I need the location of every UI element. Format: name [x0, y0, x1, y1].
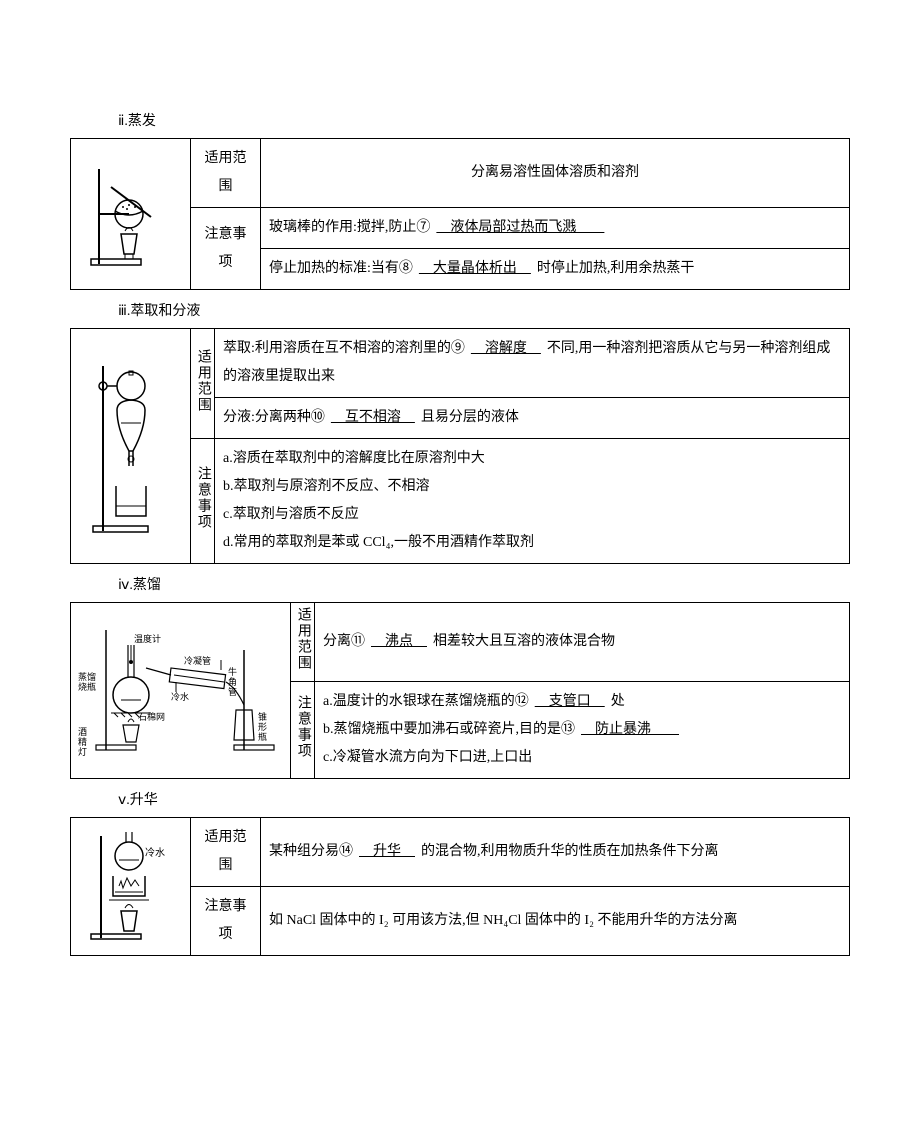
label-erlen: 锥形瓶: [258, 711, 267, 742]
label-cond: 冷凝管: [184, 655, 211, 666]
fill-blank: 大量晶体析出: [413, 261, 537, 276]
note-item: d.常用的萃取剂是苯或 CCl₄,一般不用酒精作萃取剂: [223, 529, 841, 557]
note-text: 玻璃棒的作用:搅拌,防止⑦: [269, 220, 430, 235]
notes-label-vert: 注意事项: [191, 439, 215, 564]
section-title-evaporation: ⅱ.蒸发: [118, 110, 850, 130]
section-title-extraction: ⅲ.萃取和分液: [118, 300, 850, 320]
note-item: a.溶质在萃取剂中的溶解度比在原溶剂中大: [223, 445, 841, 473]
scope-content: 分离⑪ 沸点 相差较大且互溶的液体混合物: [315, 603, 850, 682]
table-evaporation: 适用范围 分离易溶性固体溶质和溶剂 注意事项 玻璃棒的作用:搅拌,防止⑦ 液体局…: [70, 138, 850, 290]
notes-label: 注意事项: [191, 208, 261, 290]
sublimation-icon: 冷水: [81, 826, 181, 946]
section-title-sublimation: ⅴ.升华: [118, 789, 850, 809]
notes-content: a.溶质在萃取剂中的溶解度比在原溶剂中大 b.萃取剂与原溶剂不反应、不相溶 c.…: [215, 439, 850, 564]
scope-content: 某种组分易⑭ 升华 的混合物,利用物质升华的性质在加热条件下分离: [261, 817, 850, 886]
diagram-cell-extraction: [71, 329, 191, 564]
label-net: 石棉网: [138, 711, 165, 722]
fill-blank: 防止暴沸: [575, 722, 685, 737]
note-row: 停止加热的标准:当有⑧ 大量晶体析出 时停止加热,利用余热蒸干: [261, 249, 850, 290]
scope-text: 分液:分离两种⑩: [223, 410, 325, 425]
note-item: b.萃取剂与原溶剂不反应、不相溶: [223, 473, 841, 501]
evaporation-icon: [81, 159, 181, 269]
fill-blank: 液体局部过热而飞溅: [430, 220, 610, 235]
extraction-icon: [81, 351, 181, 541]
fill-blank: 升华: [353, 844, 421, 859]
scope-text: 相差较大且互溶的液体混合物: [433, 634, 615, 649]
note-text: 时停止加热,利用余热蒸干: [537, 261, 695, 276]
note-item: c.冷凝管水流方向为下口进,上口出: [323, 744, 841, 772]
table-distillation: 温度计 蒸馏烧瓶 冷凝管 牛角管 石棉网 酒精灯 冷水 锥形瓶 适用范围 分离⑪…: [70, 602, 850, 779]
section-title-distillation: ⅳ.蒸馏: [118, 574, 850, 594]
scope-row: 分液:分离两种⑩ 互不相溶 且易分层的液体: [215, 398, 850, 439]
scope-row: 萃取:利用溶质在互不相溶的溶剂里的⑨ 溶解度 不同,用一种溶剂把溶质从它与另一种…: [215, 329, 850, 398]
label-water: 冷水: [171, 691, 189, 702]
scope-label-vert: 适用范围: [291, 603, 315, 682]
fill-blank: 沸点: [365, 634, 433, 649]
label-lamp: 酒精灯: [78, 727, 87, 757]
note-item: b.蒸馏烧瓶中要加沸石或碎瓷片,目的是⑬ 防止暴沸: [323, 716, 841, 744]
fill-blank: 支管口: [529, 694, 611, 709]
notes-label: 注意事项: [191, 886, 261, 955]
scope-text: 的混合物,利用物质升华的性质在加热条件下分离: [421, 844, 719, 859]
table-extraction: 适用范围 萃取:利用溶质在互不相溶的溶剂里的⑨ 溶解度 不同,用一种溶剂把溶质从…: [70, 328, 850, 564]
diagram-cell-evaporation: [71, 139, 191, 290]
table-sublimation: 冷水 适用范围 某种组分易⑭ 升华 的混合物,利用物质升华的性质在加热条件下分离…: [70, 817, 850, 956]
scope-label: 适用范围: [191, 139, 261, 208]
scope-text: 且易分层的液体: [421, 410, 519, 425]
diagram-cell-distillation: 温度计 蒸馏烧瓶 冷凝管 牛角管 石棉网 酒精灯 冷水 锥形瓶: [71, 603, 291, 779]
scope-text: 某种组分易⑭: [269, 844, 353, 859]
scope-label-vert: 适用范围: [191, 329, 215, 439]
distillation-icon: 温度计 蒸馏烧瓶 冷凝管 牛角管 石棉网 酒精灯 冷水 锥形瓶: [76, 620, 286, 760]
note-item: c.萃取剂与溶质不反应: [223, 501, 841, 529]
note-row: 玻璃棒的作用:搅拌,防止⑦ 液体局部过热而飞溅: [261, 208, 850, 249]
fill-blank: 互不相溶: [325, 410, 421, 425]
scope-text: 萃取:利用溶质在互不相溶的溶剂里的⑨: [223, 341, 465, 356]
note-text: 停止加热的标准:当有⑧: [269, 261, 413, 276]
notes-content: 如 NaCl 固体中的 I₂ 可用该方法,但 NH₄Cl 固体中的 I₂ 不能用…: [261, 886, 850, 955]
diagram-cell-sublimation: 冷水: [71, 817, 191, 955]
fill-blank: 溶解度: [465, 341, 547, 356]
label-thermo: 温度计: [134, 633, 161, 644]
notes-label-vert: 注意事项: [291, 681, 315, 778]
label-coldwater: 冷水: [145, 846, 165, 859]
notes-content: a.温度计的水银球在蒸馏烧瓶的⑫ 支管口 处 b.蒸馏烧瓶中要加沸石或碎瓷片,目…: [315, 681, 850, 778]
scope-text: 分离⑪: [323, 634, 365, 649]
label-adapter: 牛角管: [228, 666, 237, 697]
label-flask: 蒸馏烧瓶: [78, 671, 96, 692]
scope-content: 分离易溶性固体溶质和溶剂: [261, 139, 850, 208]
scope-label: 适用范围: [191, 817, 261, 886]
note-item: a.温度计的水银球在蒸馏烧瓶的⑫ 支管口 处: [323, 688, 841, 716]
